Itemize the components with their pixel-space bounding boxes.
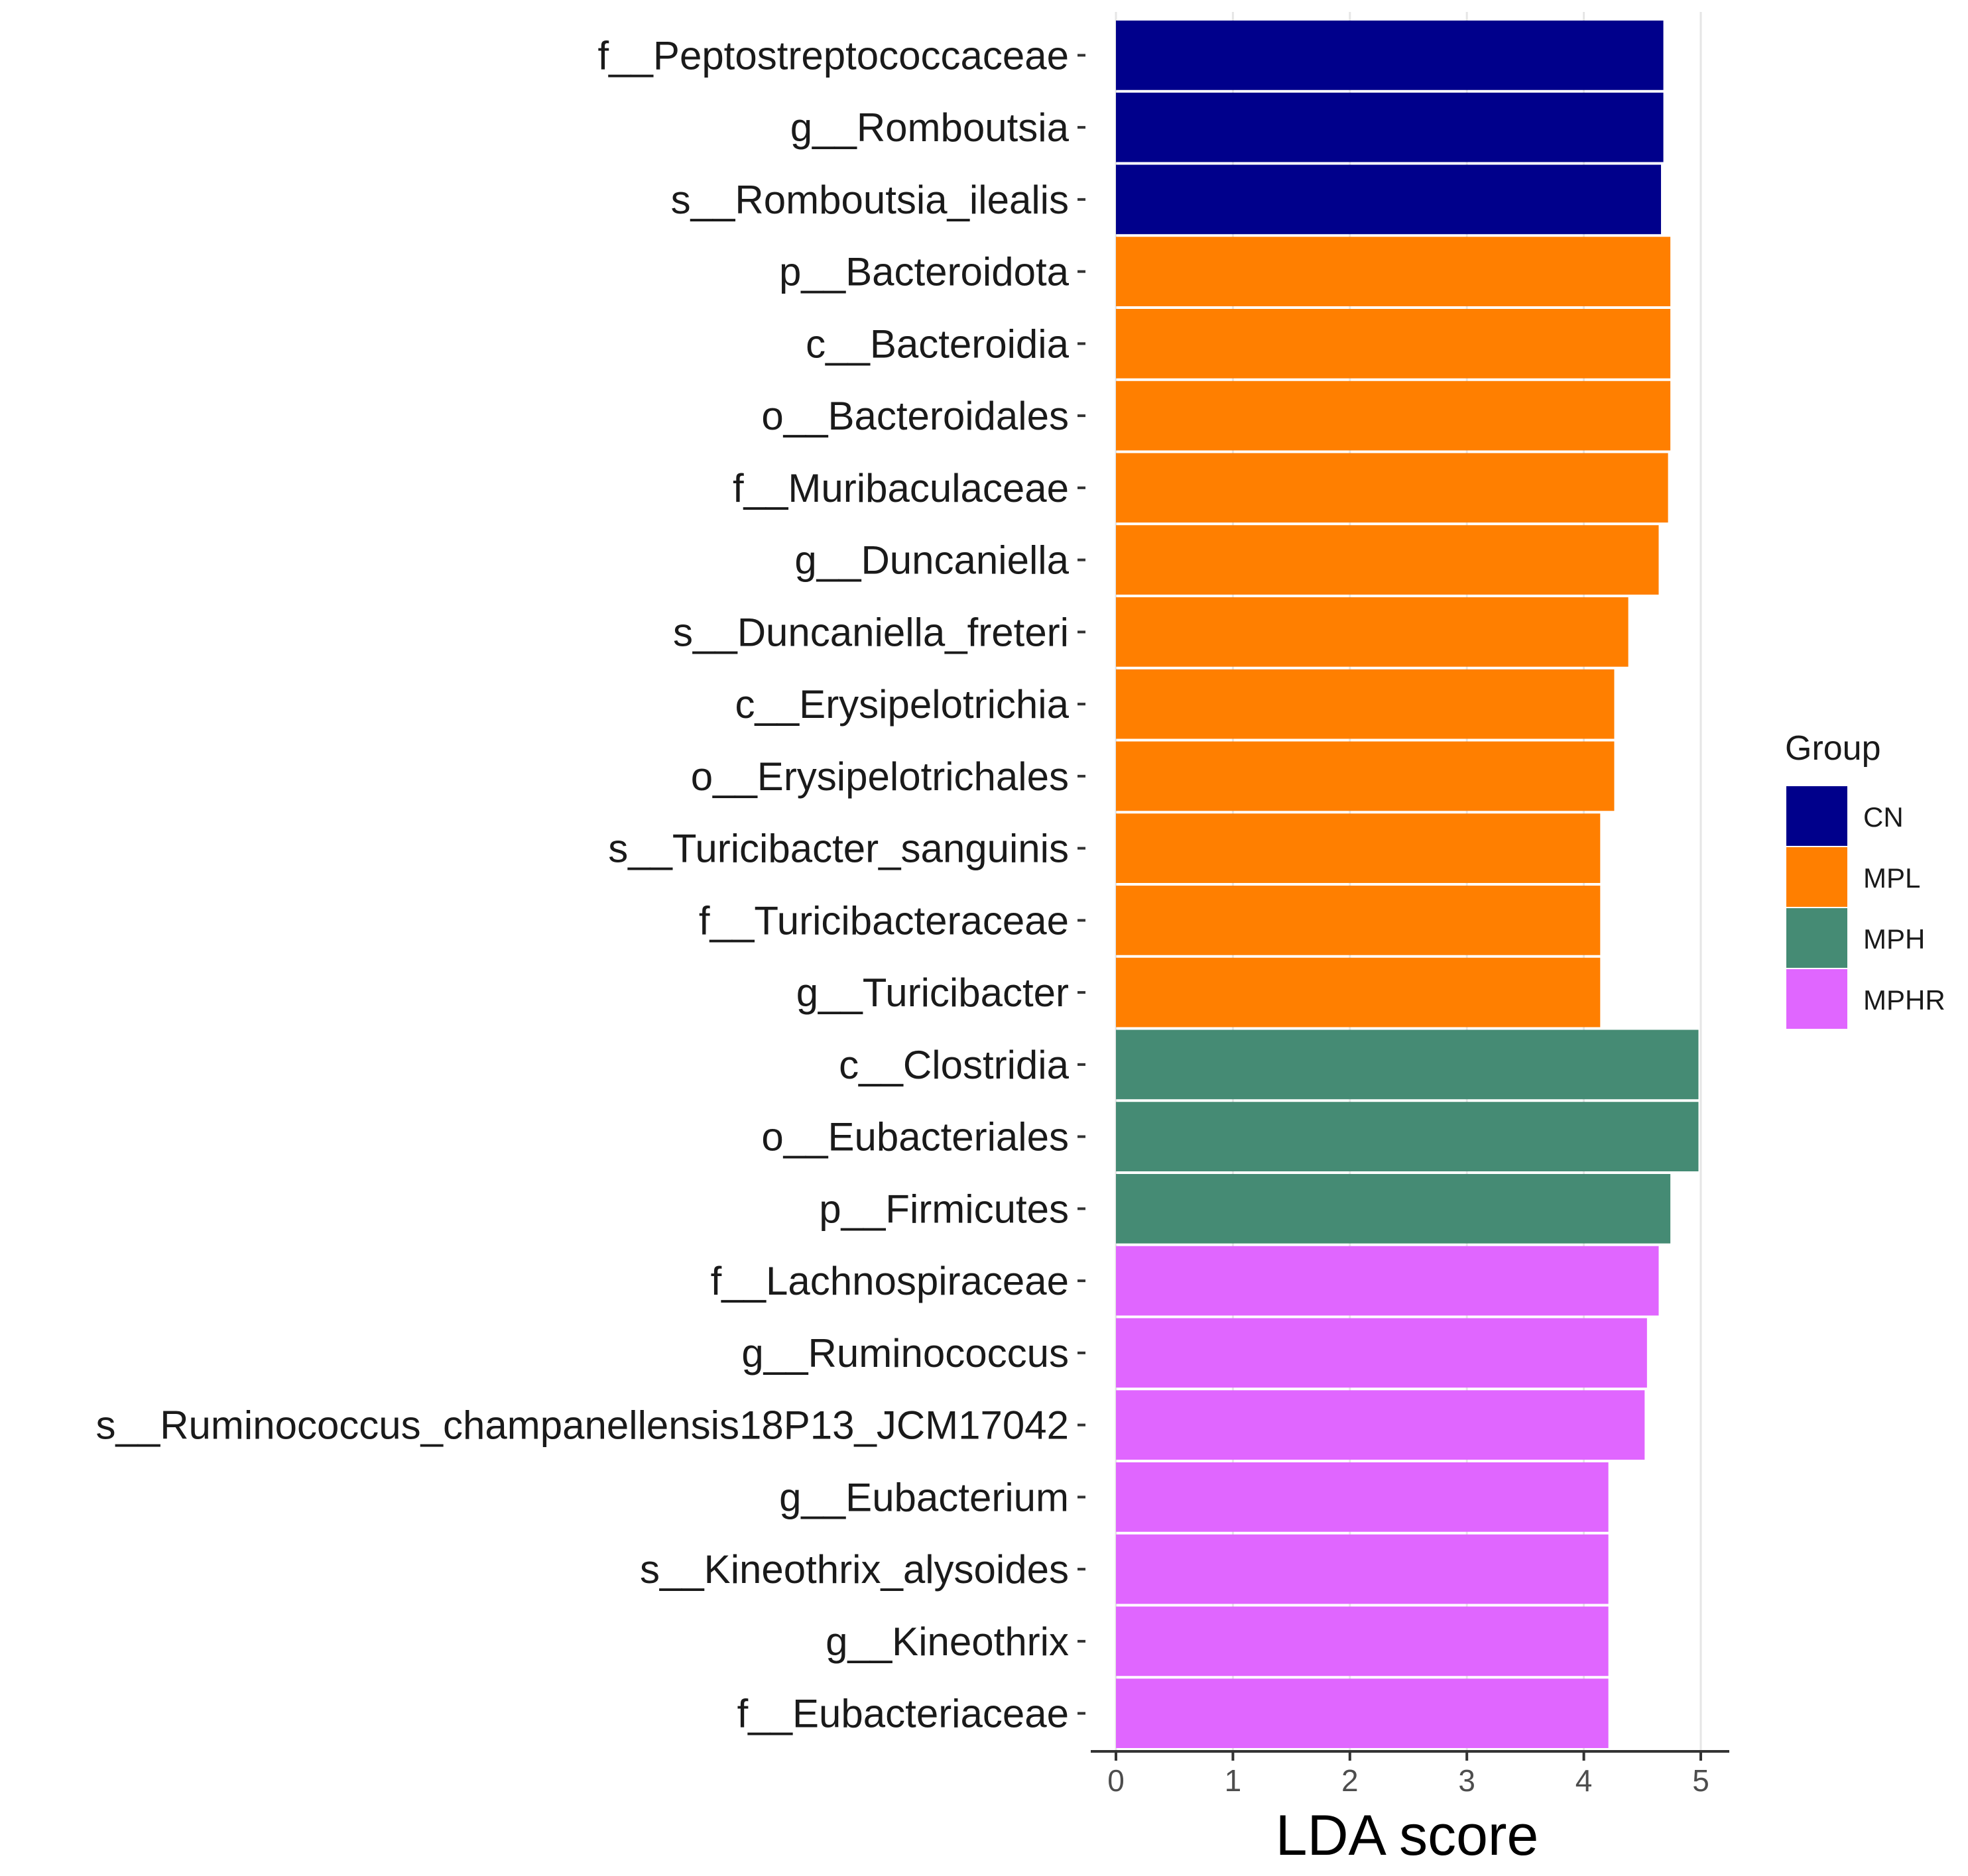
bar-g__Turicibacter — [1116, 957, 1601, 1027]
bar-s__Duncaniella_freteri — [1116, 597, 1629, 667]
bar-c__Erysipelotrichia — [1116, 669, 1615, 739]
category-label: o__Bacteroidales — [761, 394, 1069, 438]
category-label: c__Erysipelotrichia — [735, 682, 1069, 727]
category-label: f__Turicibacteraceae — [699, 898, 1069, 943]
legend-label-MPHR: MPHR — [1863, 984, 1945, 1016]
category-label: c__Bacteroidia — [806, 322, 1070, 366]
category-label: g__Ruminococcus — [741, 1331, 1069, 1376]
category-label: c__Clostridia — [839, 1043, 1069, 1087]
legend-label-MPL: MPL — [1863, 862, 1920, 894]
bar-f__Turicibacteraceae — [1116, 886, 1601, 955]
legend: Group CN MPL MPH MPHR — [1785, 729, 1945, 1029]
bar-f__Lachnospiraceae — [1116, 1246, 1659, 1316]
category-label: p__Firmicutes — [819, 1187, 1069, 1231]
x-tick-label: 5 — [1692, 1763, 1709, 1798]
legend-title: Group — [1785, 729, 1881, 768]
bar-g__Duncaniella — [1116, 525, 1659, 595]
category-label: p__Bacteroidota — [779, 250, 1070, 294]
category-label: g__Kineothrix — [826, 1619, 1069, 1664]
category-label: f__Muribaculaceae — [733, 466, 1069, 510]
bar-g__Kineothrix — [1116, 1606, 1609, 1676]
bar-s__Ruminococcus_champanellensis18P13_JCM17042 — [1116, 1390, 1645, 1460]
category-label: g__Eubacterium — [779, 1475, 1069, 1519]
bar-s__Romboutsia_ilealis — [1116, 164, 1662, 235]
category-label: g__Duncaniella — [794, 538, 1069, 583]
x-tick-label: 2 — [1341, 1763, 1359, 1798]
bar-f__Eubacteriaceae — [1116, 1678, 1609, 1748]
bar-g__Eubacterium — [1116, 1462, 1609, 1532]
legend-label-CN: CN — [1863, 801, 1904, 833]
category-label: f__Peptostreptococcaceae — [598, 33, 1069, 78]
category-label: s__Turicibacter_sanguinis — [608, 827, 1069, 871]
category-label: g__Turicibacter — [796, 970, 1069, 1015]
category-label: s__Ruminococcus_champanellensis18P13_JCM… — [95, 1403, 1069, 1448]
legend-key-MPL — [1786, 847, 1847, 907]
category-label: f__Lachnospiraceae — [711, 1259, 1069, 1303]
bar-g__Ruminococcus — [1116, 1318, 1647, 1388]
category-label: s__Kineothrix_alysoides — [640, 1547, 1069, 1592]
legend-key-MPHR — [1786, 969, 1847, 1029]
category-label: f__Eubacteriaceae — [737, 1692, 1069, 1736]
bar-c__Clostridia — [1116, 1029, 1699, 1100]
x-tick-label: 3 — [1458, 1763, 1475, 1798]
legend-key-CN — [1786, 786, 1847, 846]
bar-p__Firmicutes — [1116, 1174, 1671, 1244]
legend-key-MPH — [1786, 908, 1847, 968]
x-axis-title: LDA score — [1276, 1804, 1539, 1867]
category-label: s__Duncaniella_freteri — [673, 610, 1069, 654]
legend-label-MPH: MPH — [1863, 923, 1925, 955]
category-label: o__Erysipelotrichales — [691, 754, 1069, 799]
bar-f__Muribaculaceae — [1116, 453, 1668, 523]
bar-f__Peptostreptococcaceae — [1116, 21, 1664, 90]
category-label: o__Eubacteriales — [761, 1115, 1069, 1159]
bar-c__Bacteroidia — [1116, 309, 1671, 379]
bar-o__Erysipelotrichales — [1116, 741, 1615, 811]
x-axis: 0 1 2 3 4 5 — [1091, 1750, 1729, 1798]
bars — [1116, 21, 1699, 1748]
category-labels: f__Peptostreptococcaceae g__Romboutsia s__… — [95, 33, 1085, 1736]
bar-o__Bacteroidales — [1116, 381, 1671, 451]
category-label: s__Romboutsia_ilealis — [671, 178, 1069, 222]
bar-s__Kineothrix_alysoides — [1116, 1534, 1609, 1604]
bar-o__Eubacteriales — [1116, 1102, 1699, 1171]
x-tick-label: 0 — [1107, 1763, 1125, 1798]
category-label: g__Romboutsia — [790, 105, 1070, 150]
bar-g__Romboutsia — [1116, 92, 1664, 162]
x-tick-label: 1 — [1225, 1763, 1242, 1798]
bar-p__Bacteroidota — [1116, 237, 1671, 306]
x-tick-label: 4 — [1575, 1763, 1593, 1798]
bar-s__Turicibacter_sanguinis — [1116, 813, 1601, 883]
